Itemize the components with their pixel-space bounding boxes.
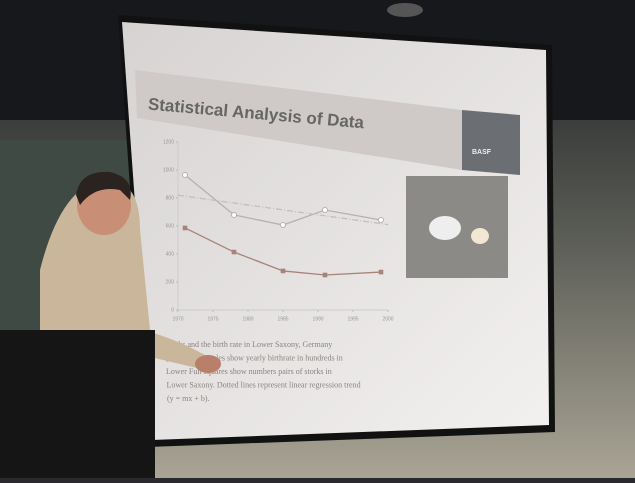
ceiling-light [387,3,423,17]
photo: Statistical Analysis of Data BASF 020040… [0,0,635,478]
x-tick-label: 1975 [207,316,218,322]
full-square [323,273,328,278]
full-square [281,269,286,274]
full-square [232,250,237,255]
stork [429,216,461,240]
y-tick-label: 400 [166,251,175,257]
presenter-hand [195,355,221,373]
caption-line: Lower Saxony. Dotted lines represent lin… [167,380,361,389]
x-tick-label: 1970 [172,316,183,322]
y-tick-label: 1200 [163,139,174,145]
open-circle [323,208,328,213]
caption-line: Lower Full squares show numbers pairs of… [166,367,332,376]
caption-line: (y = mx + b). [167,394,210,403]
podium [0,330,155,478]
full-square [379,270,384,275]
x-tick-label: 2000 [382,316,393,322]
full-square [183,226,188,231]
logo-box [462,110,520,175]
x-tick-label: 1980 [242,316,253,322]
y-tick-label: 800 [166,195,175,201]
open-circle [183,173,188,178]
x-tick-label: 1990 [312,316,323,322]
y-tick-label: 200 [166,279,175,285]
y-tick-label: 0 [171,307,174,313]
y-tick-label: 600 [166,223,175,229]
logo: BASF [472,149,492,156]
open-circle [232,212,237,217]
baby [471,228,489,244]
x-tick-label: 1995 [347,316,358,322]
open-circle [281,223,286,228]
y-tick-label: 1000 [163,167,174,173]
open-circle [379,217,384,222]
x-tick-label: 1985 [277,316,288,322]
page: Statistical Analysis of Data BASF 020040… [0,0,635,478]
